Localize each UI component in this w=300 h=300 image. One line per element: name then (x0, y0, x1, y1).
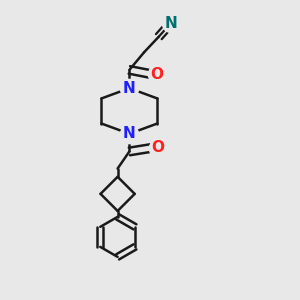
Text: O: O (151, 67, 164, 82)
Text: N: N (123, 81, 136, 96)
Text: N: N (123, 126, 136, 141)
Text: N: N (164, 16, 177, 31)
Text: O: O (152, 140, 164, 155)
